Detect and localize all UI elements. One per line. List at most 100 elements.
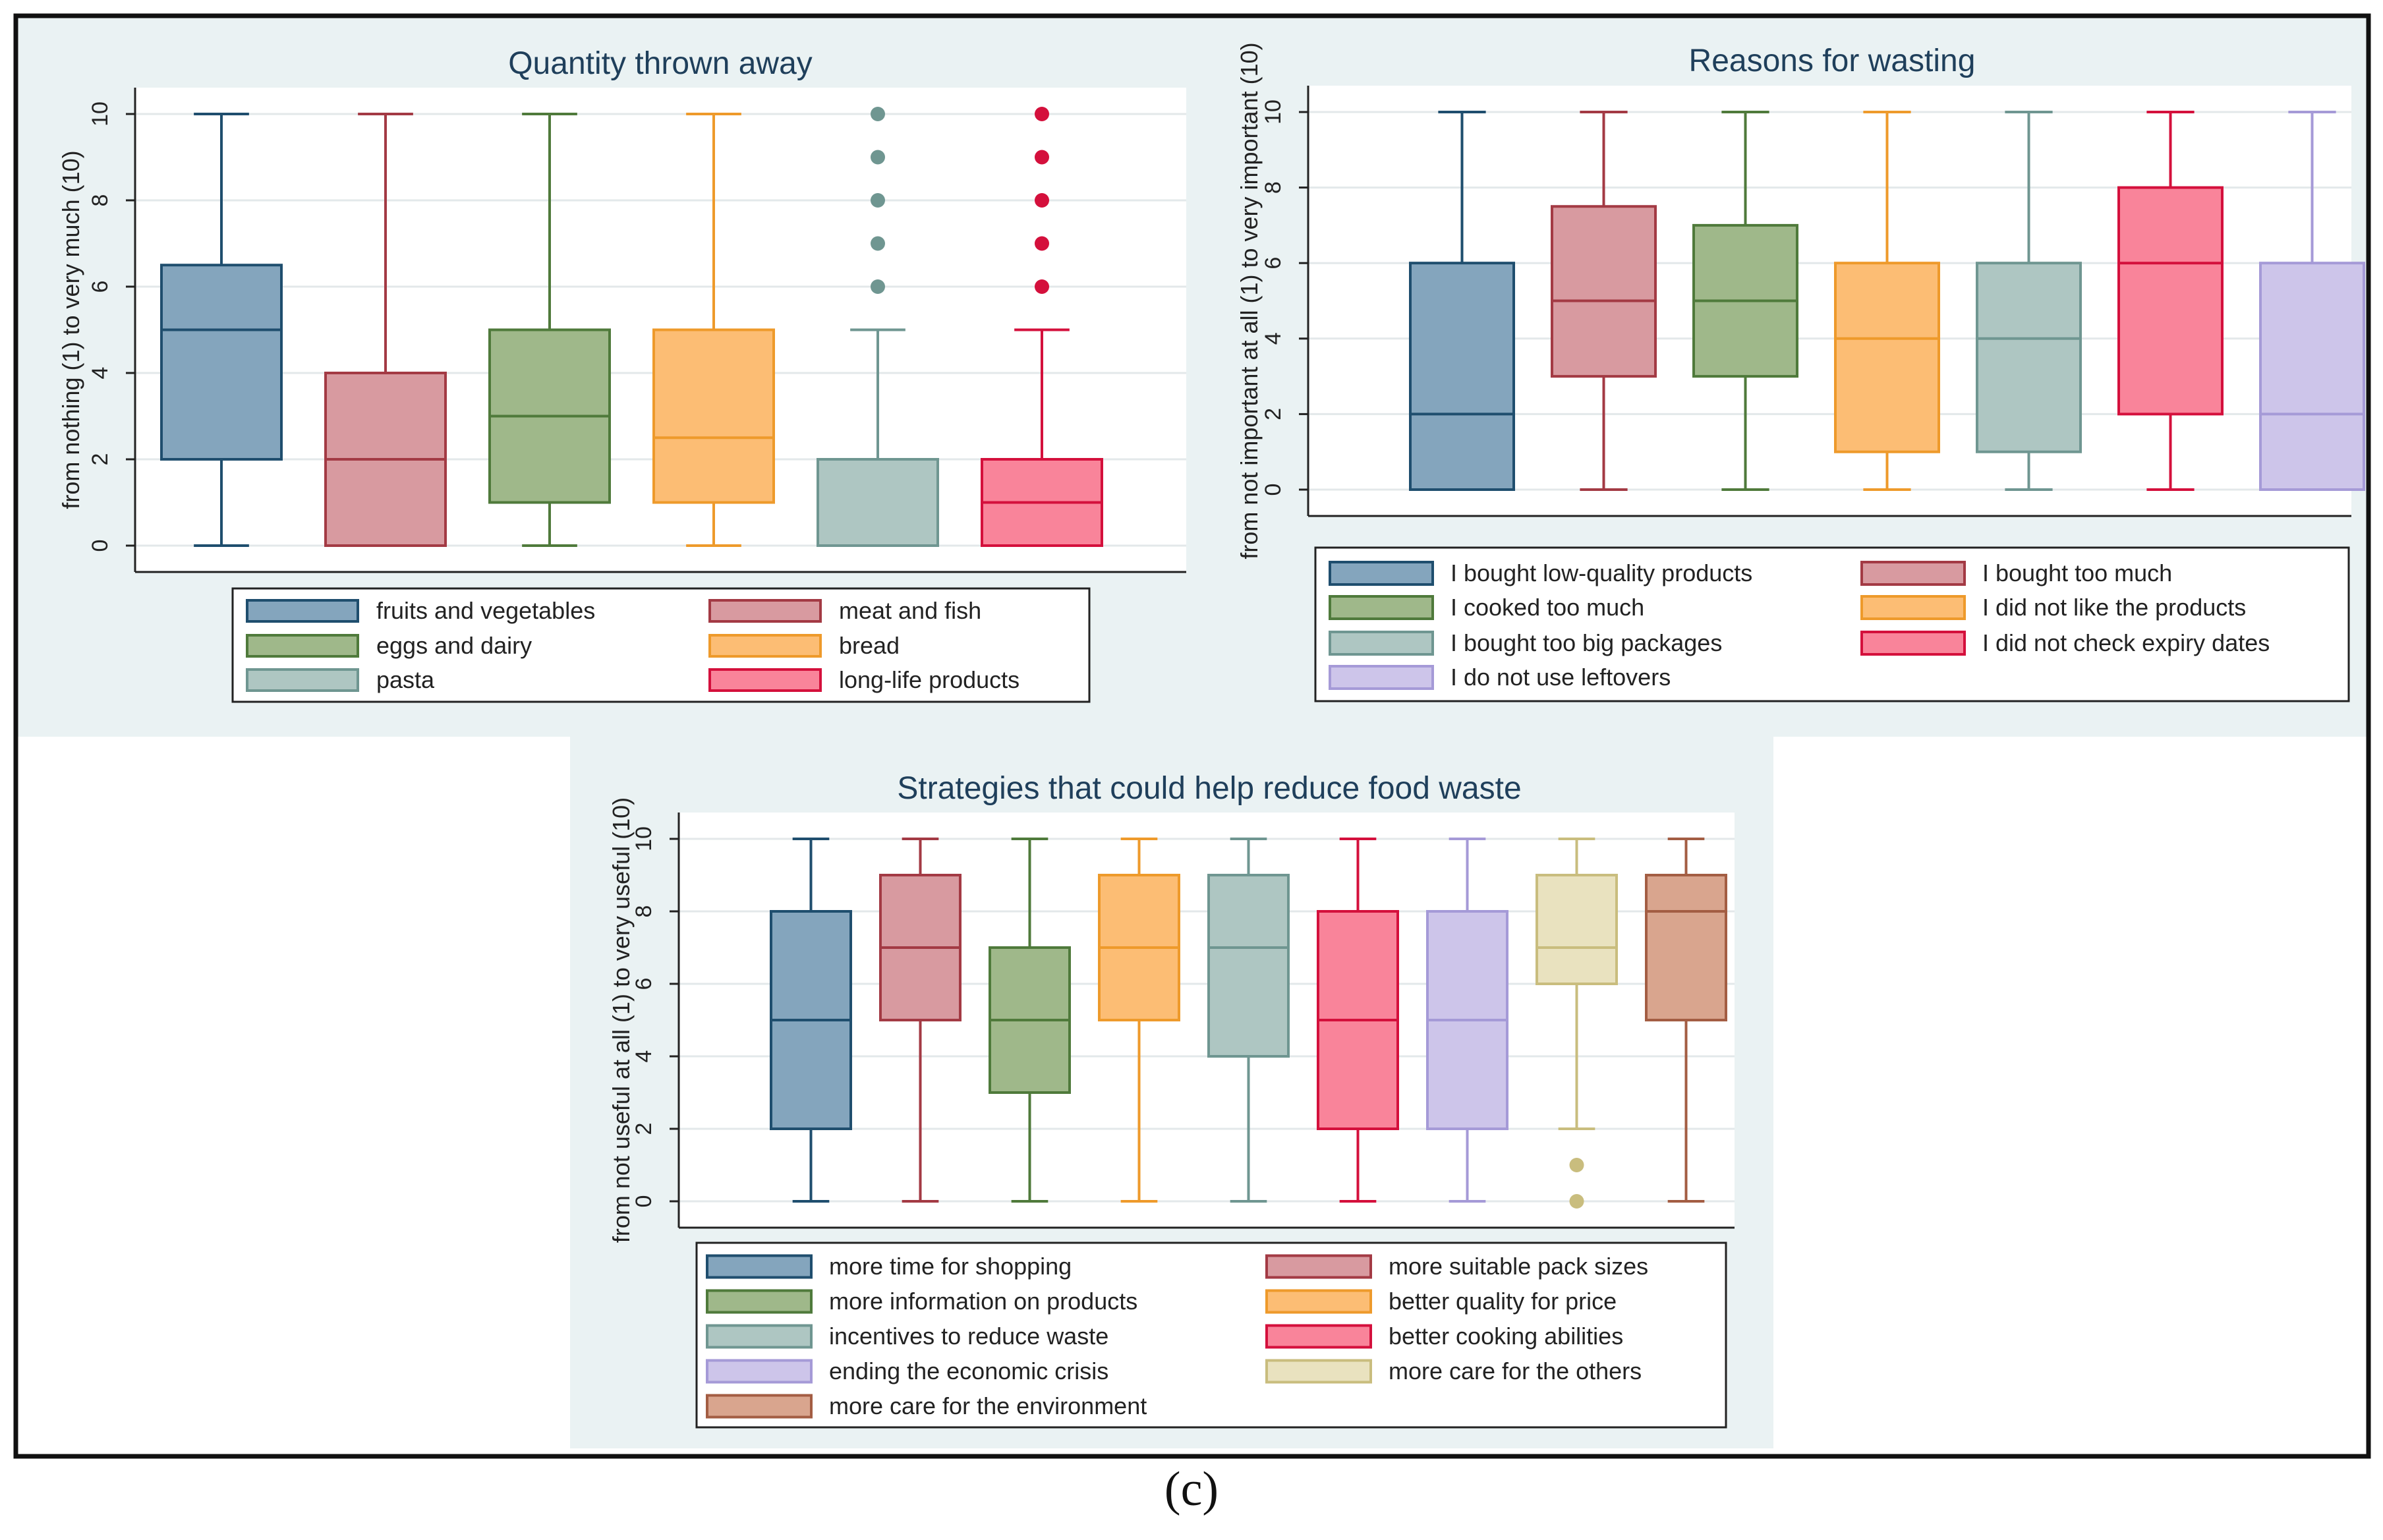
legend-swatch <box>1329 665 1434 690</box>
box-long-life-products <box>981 107 1103 547</box>
y-tick-label: 8 <box>631 905 656 918</box>
box-i-did-not-check-expiry-dates <box>2117 111 2224 491</box>
outlier-point <box>1035 107 1049 121</box>
legend-label: I did not like the products <box>1982 594 2246 621</box>
iqr-box <box>160 264 283 461</box>
legend-swatch <box>708 599 822 623</box>
figure-caption: (c) <box>1164 1462 1219 1516</box>
iqr-box <box>1536 874 1618 985</box>
legend-label: more care for the others <box>1389 1357 1642 1384</box>
legend-swatch <box>706 1254 813 1279</box>
y-axis-label: from not important at all (1) to very im… <box>1236 42 1263 559</box>
legend-swatch <box>1329 631 1434 656</box>
chart-title: Strategies that could help reduce food w… <box>897 771 1521 806</box>
outlier-point <box>1035 150 1049 165</box>
box-meat-and-fish <box>324 113 447 547</box>
legend-item: more time for shopping <box>706 1253 1072 1280</box>
y-tick-label: 0 <box>1261 484 1286 496</box>
outlier-point <box>871 236 885 251</box>
y-tick-label: 10 <box>1261 100 1286 125</box>
legend-swatch <box>246 634 359 658</box>
legend-label: fruits and vegetables <box>376 597 595 624</box>
legend-swatch <box>708 634 822 658</box>
box-more-information-on-products <box>989 838 1071 1203</box>
legend-item: better cooking abilities <box>1265 1323 1623 1350</box>
box-better-cooking-abilities <box>1317 838 1399 1203</box>
legend-label: incentives to reduce waste <box>829 1323 1108 1350</box>
iqr-box <box>817 458 939 547</box>
box-i-bought-too-big-packages <box>1976 111 2082 491</box>
legend-item: ending the economic crisis <box>706 1357 1108 1384</box>
box-eggs-and-dairy <box>488 113 611 547</box>
outlier-point <box>1569 1158 1584 1172</box>
box-more-suitable-pack-sizes <box>879 838 962 1203</box>
box-pasta <box>817 107 939 547</box>
legend-item: bread <box>708 632 900 659</box>
legend-label: better cooking abilities <box>1389 1323 1623 1350</box>
legend-swatch <box>1329 595 1434 620</box>
legend-box <box>1314 546 2350 702</box>
outlier-point <box>871 107 885 121</box>
outlier-point <box>1035 236 1049 251</box>
outlier-point <box>871 150 885 165</box>
legend-label: meat and fish <box>839 597 981 624</box>
legend-label: pasta <box>376 666 435 693</box>
legend-label: more care for the environment <box>829 1392 1147 1419</box>
legend-item: pasta <box>246 666 435 693</box>
legend-label: more time for shopping <box>829 1253 1072 1280</box>
iqr-box <box>1976 262 2082 453</box>
legend-item: more care for the others <box>1265 1357 1642 1384</box>
y-tick-label: 6 <box>631 978 656 990</box>
box-i-bought-too-much <box>1551 111 1657 491</box>
legend-label: I cooked too much <box>1450 594 1644 621</box>
y-tick-label: 8 <box>88 194 113 207</box>
box-i-bought-low-quality-products <box>1409 111 1515 491</box>
box-more-care-for-the-others <box>1536 838 1618 1209</box>
outlier-point <box>871 193 885 208</box>
legend-box <box>695 1241 1727 1429</box>
legend-label: I did not check expiry dates <box>1982 629 2270 656</box>
y-tick-label: 6 <box>1261 257 1286 270</box>
legend-item: I cooked too much <box>1329 594 1644 621</box>
legend-item: more suitable pack sizes <box>1265 1253 1648 1280</box>
legend-item: better quality for price <box>1265 1288 1617 1315</box>
box-i-cooked-too-much <box>1692 111 1798 491</box>
legend-swatch <box>1265 1289 1372 1314</box>
legend-item: more information on products <box>706 1288 1137 1315</box>
legend-swatch <box>246 668 359 692</box>
y-axis-label: from nothing (1) to very much (10) <box>57 150 84 509</box>
y-tick-label: 2 <box>631 1123 656 1135</box>
legend-label: eggs and dairy <box>376 632 532 659</box>
chart-title: Reasons for wasting <box>1689 43 1976 78</box>
box-better-quality-for-price <box>1098 838 1180 1203</box>
y-tick-label: 4 <box>1261 332 1286 345</box>
box-fruits-and-vegetables <box>160 113 283 547</box>
iqr-box <box>1207 874 1290 1058</box>
iqr-box <box>652 328 775 504</box>
y-tick-label: 4 <box>631 1050 656 1063</box>
iqr-box <box>1551 205 1657 378</box>
legend-swatch <box>706 1324 813 1349</box>
outlier-point <box>1035 193 1049 208</box>
box-incentives-to-reduce-waste <box>1207 838 1290 1203</box>
y-tick-label: 10 <box>88 101 113 127</box>
iqr-box <box>2117 186 2224 416</box>
legend-label: I bought too much <box>1982 559 2172 586</box>
legend-swatch <box>708 668 822 692</box>
y-tick-label: 2 <box>1261 408 1286 420</box>
box-i-do-not-use-leftovers <box>2259 111 2365 491</box>
box-more-time-for-shopping <box>770 838 852 1203</box>
legend-item: I bought too big packages <box>1329 629 1722 656</box>
legend-label: more information on products <box>829 1288 1137 1315</box>
legend-item: long-life products <box>708 666 1019 693</box>
legend-label: ending the economic crisis <box>829 1357 1108 1384</box>
legend-box <box>231 587 1091 703</box>
y-tick-label: 0 <box>631 1195 656 1208</box>
legend-item: I did not like the products <box>1860 594 2246 621</box>
y-tick-label: 2 <box>88 453 113 466</box>
legend-item: I bought low-quality products <box>1329 559 1752 586</box>
legend-item: incentives to reduce waste <box>706 1323 1108 1350</box>
chart-title: Quantity thrown away <box>508 46 813 81</box>
